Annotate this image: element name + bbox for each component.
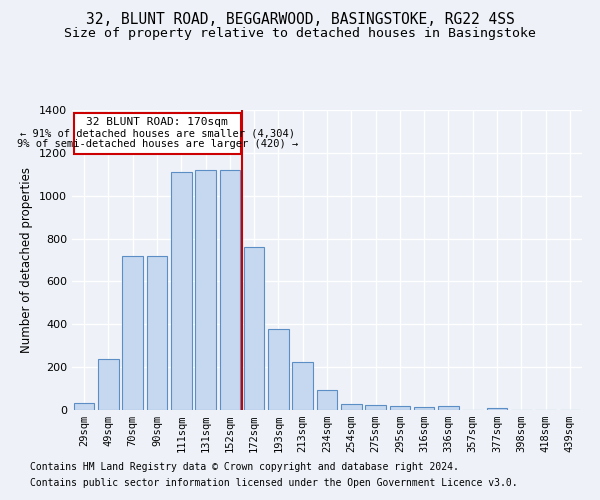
Bar: [122, 256, 143, 410]
Bar: [195, 170, 216, 410]
Bar: [244, 247, 265, 410]
Bar: [98, 359, 119, 410]
Bar: [365, 404, 386, 410]
Text: 32, BLUNT ROAD, BEGGARWOOD, BASINGSTOKE, RG22 4SS: 32, BLUNT ROAD, BEGGARWOOD, BASINGSTOKE,…: [86, 12, 514, 28]
Bar: [146, 256, 167, 410]
Bar: [389, 406, 410, 410]
Bar: [414, 408, 434, 410]
FancyBboxPatch shape: [74, 113, 241, 154]
Text: Size of property relative to detached houses in Basingstoke: Size of property relative to detached ho…: [64, 28, 536, 40]
Bar: [220, 170, 240, 410]
Bar: [317, 390, 337, 410]
Bar: [171, 172, 191, 410]
Bar: [438, 406, 459, 410]
Bar: [74, 402, 94, 410]
Bar: [268, 328, 289, 410]
Y-axis label: Number of detached properties: Number of detached properties: [20, 167, 34, 353]
Text: ← 91% of detached houses are smaller (4,304): ← 91% of detached houses are smaller (4,…: [20, 128, 295, 138]
Text: Contains HM Land Registry data © Crown copyright and database right 2024.: Contains HM Land Registry data © Crown c…: [30, 462, 459, 472]
Bar: [487, 408, 508, 410]
Text: 32 BLUNT ROAD: 170sqm: 32 BLUNT ROAD: 170sqm: [86, 117, 228, 127]
Text: Contains public sector information licensed under the Open Government Licence v3: Contains public sector information licen…: [30, 478, 518, 488]
Text: 9% of semi-detached houses are larger (420) →: 9% of semi-detached houses are larger (4…: [17, 140, 298, 149]
Bar: [341, 404, 362, 410]
Bar: [292, 362, 313, 410]
